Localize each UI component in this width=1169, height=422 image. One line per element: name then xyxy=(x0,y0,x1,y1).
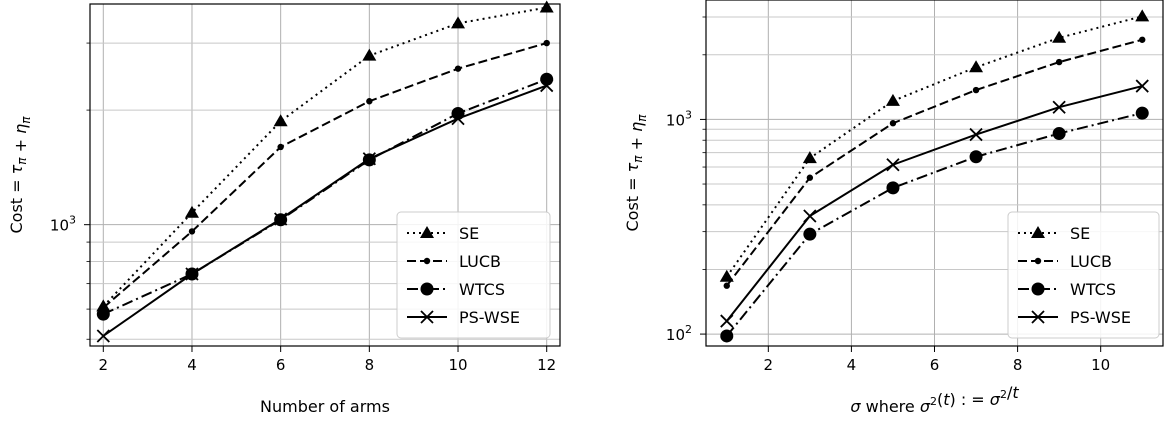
legend-marker-ps-wse xyxy=(1031,310,1045,324)
legend-label: SE xyxy=(459,224,479,243)
series-wtcs xyxy=(720,106,1149,343)
series-line-lucb xyxy=(725,38,1143,287)
y-axis-label: Cost = τπ + ηπ xyxy=(7,116,33,234)
data-point-lucb xyxy=(1139,36,1146,43)
x-tick-label: 4 xyxy=(187,356,197,374)
legend-label: LUCB xyxy=(459,252,501,271)
data-point-ps-wse xyxy=(1135,79,1149,93)
x-tick-label: 2 xyxy=(764,356,774,374)
legend-label: WTCS xyxy=(459,280,505,299)
data-point-se xyxy=(539,0,554,13)
series-ps-wse xyxy=(96,78,554,343)
legend: SE LUCB WTCS PS-WSE xyxy=(396,211,551,339)
data-point-ps-wse xyxy=(803,209,817,223)
data-point-ps-wse xyxy=(969,127,983,142)
series-line-ps-wse xyxy=(725,85,1143,322)
x-tick-label: 12 xyxy=(537,356,556,374)
data-point-ps-wse xyxy=(540,78,554,93)
legend-marker-lucb xyxy=(1034,257,1042,265)
x-tick-label: 2 xyxy=(99,356,109,374)
data-point-ps-wse xyxy=(886,158,900,172)
series-lucb xyxy=(723,36,1146,289)
data-point-lucb xyxy=(543,39,550,47)
series-line-lucb xyxy=(102,42,547,309)
data-point-lucb xyxy=(723,282,730,289)
data-point-se xyxy=(719,269,734,282)
y-axis-label: Cost = τπ + ηπ xyxy=(623,114,649,232)
x-tick-label: 6 xyxy=(276,356,286,374)
data-point-wtcs xyxy=(1052,126,1066,140)
data-point-ps-wse xyxy=(451,111,465,126)
y-tick-label: 103 xyxy=(666,108,692,129)
data-point-ps-wse xyxy=(185,267,199,281)
data-point-ps-wse xyxy=(96,329,110,343)
data-point-lucb xyxy=(188,228,196,235)
y-tick-label: 102 xyxy=(666,323,692,344)
x-tick-label: 8 xyxy=(365,356,375,374)
legend-marker-ps-wse xyxy=(420,310,434,324)
data-point-lucb xyxy=(366,98,373,105)
data-point-wtcs xyxy=(886,181,900,195)
legend-box xyxy=(1007,211,1160,339)
series-line-wtcs xyxy=(725,112,1143,337)
data-point-se xyxy=(802,151,817,164)
data-point-lucb xyxy=(1055,58,1063,66)
legend-label: SE xyxy=(1070,224,1090,243)
data-point-lucb xyxy=(972,86,980,94)
y-tick-label: 103 xyxy=(50,214,76,235)
data-point-se xyxy=(1052,30,1067,43)
chart-panel-1: 2 4 6 8 10 12 103 Number of arms Cost = τπ + ηπ S… xyxy=(7,0,561,416)
legend-marker-wtcs xyxy=(420,282,434,296)
data-point-wtcs xyxy=(720,329,734,343)
data-point-lucb xyxy=(806,174,814,181)
series-line-ps-wse xyxy=(102,84,548,337)
legend-marker-se xyxy=(420,226,434,238)
x-axis-label: σ where σ2(t) : = σ2/t xyxy=(850,383,1019,416)
data-point-se xyxy=(273,114,288,127)
chart-panel-2: 2 4 6 8 10 102 103 σ where σ2(t) : = σ2/t Cost =… xyxy=(623,0,1164,416)
data-point-se xyxy=(451,16,466,29)
data-point-wtcs xyxy=(540,72,554,86)
legend-marker-se xyxy=(1031,226,1045,238)
data-point-ps-wse xyxy=(362,152,376,166)
x-axis-label: Number of arms xyxy=(260,397,390,416)
data-point-wtcs xyxy=(1135,106,1149,120)
series-ps-wse xyxy=(720,79,1149,328)
legend-label: PS-WSE xyxy=(459,308,520,327)
x-tick-label: 8 xyxy=(1013,356,1023,374)
data-point-lucb xyxy=(454,65,462,72)
legend-box xyxy=(396,211,551,339)
series-line-se xyxy=(725,15,1143,278)
plot-frame xyxy=(89,3,561,347)
data-point-ps-wse xyxy=(1052,100,1066,114)
legend-label: WTCS xyxy=(1070,280,1116,299)
data-point-se xyxy=(885,93,900,106)
data-point-wtcs xyxy=(803,227,817,241)
series-se xyxy=(719,9,1150,282)
data-point-lucb xyxy=(277,143,284,151)
data-point-wtcs xyxy=(96,307,110,321)
data-point-wtcs xyxy=(969,150,983,164)
x-tick-label: 6 xyxy=(930,356,940,374)
legend-label: PS-WSE xyxy=(1070,308,1131,327)
data-point-se xyxy=(1135,9,1150,22)
x-tick-label: 4 xyxy=(847,356,857,374)
data-point-se xyxy=(184,205,199,218)
legend-marker-wtcs xyxy=(1031,282,1045,296)
legend: SE LUCB WTCS PS-WSE xyxy=(1007,211,1160,339)
x-tick-label: 10 xyxy=(448,356,467,374)
data-point-lucb xyxy=(889,120,897,127)
legend-label: LUCB xyxy=(1070,252,1112,271)
legend-marker-lucb xyxy=(423,257,431,265)
data-point-ps-wse xyxy=(274,212,288,226)
data-point-se xyxy=(969,60,984,73)
x-tick-label: 10 xyxy=(1091,356,1110,374)
data-point-ps-wse xyxy=(720,314,734,328)
data-point-se xyxy=(362,48,377,61)
